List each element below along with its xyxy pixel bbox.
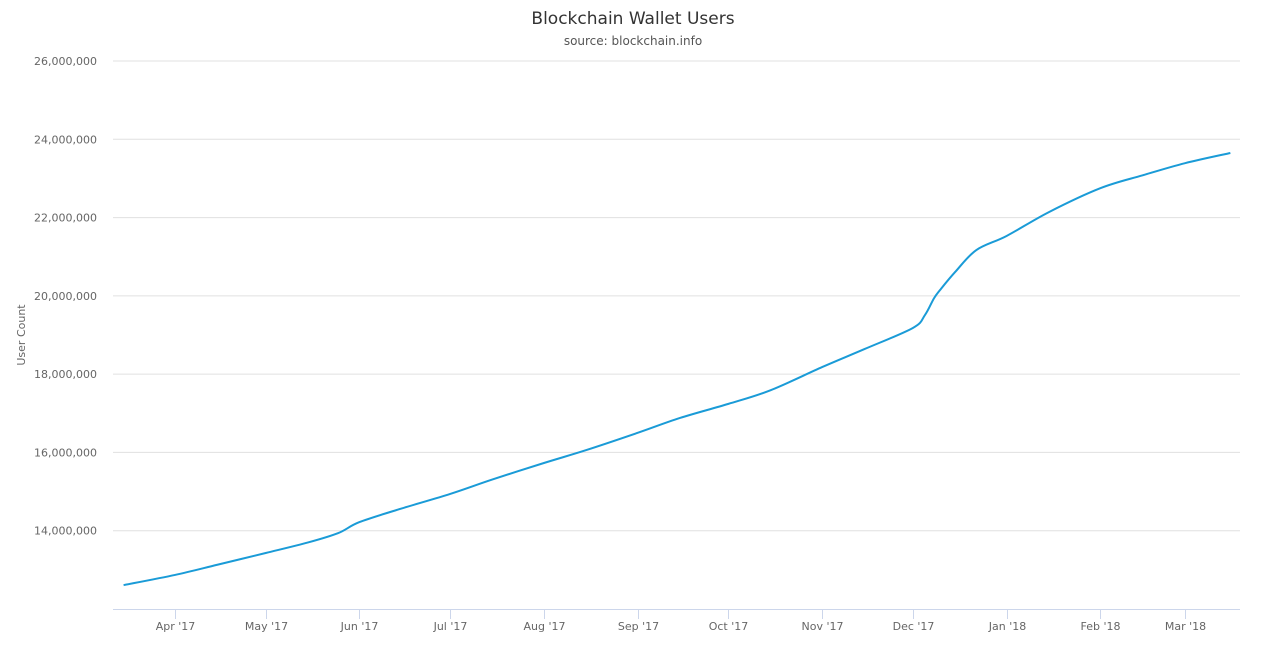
series-line (123, 152, 1231, 587)
gridlines (113, 60, 1240, 532)
y-tick-label: 22,000,000 (34, 212, 97, 225)
x-tick-label: Oct '17 (709, 620, 749, 633)
y-tick-label: 26,000,000 (34, 55, 97, 68)
x-tick-label: Feb '18 (1081, 620, 1121, 633)
y-tick-label: 16,000,000 (34, 446, 97, 459)
x-tick-label: Mar '18 (1165, 620, 1206, 633)
y-tick-label: 18,000,000 (34, 368, 97, 381)
y-axis: 14,000,000 16,000,000 18,000,000 20,000,000… (34, 55, 97, 538)
x-tick-label: Jan '18 (988, 620, 1026, 633)
x-tick-label: May '17 (245, 620, 288, 633)
y-tick-label: 14,000,000 (34, 525, 97, 538)
x-tick-label: Aug '17 (524, 620, 566, 633)
x-tick-label: Sep '17 (618, 620, 659, 633)
x-tick-label: Jul '17 (433, 620, 468, 633)
x-axis: Apr '17 May '17 Jun '17 Jul '17 Aug '17 Sep '… (113, 609, 1240, 633)
y-tick-label: 20,000,000 (34, 290, 97, 303)
x-tick-label: Dec '17 (893, 620, 935, 633)
chart-subtitle: source: blockchain.info (564, 34, 702, 48)
chart-title: Blockchain Wallet Users (531, 9, 734, 29)
x-tick-label: Nov '17 (802, 620, 844, 633)
y-tick-label: 24,000,000 (34, 133, 97, 146)
x-tick-label: Apr '17 (156, 620, 196, 633)
y-axis-title: User Count (15, 304, 28, 366)
x-tick-label: Jun '17 (340, 620, 379, 633)
